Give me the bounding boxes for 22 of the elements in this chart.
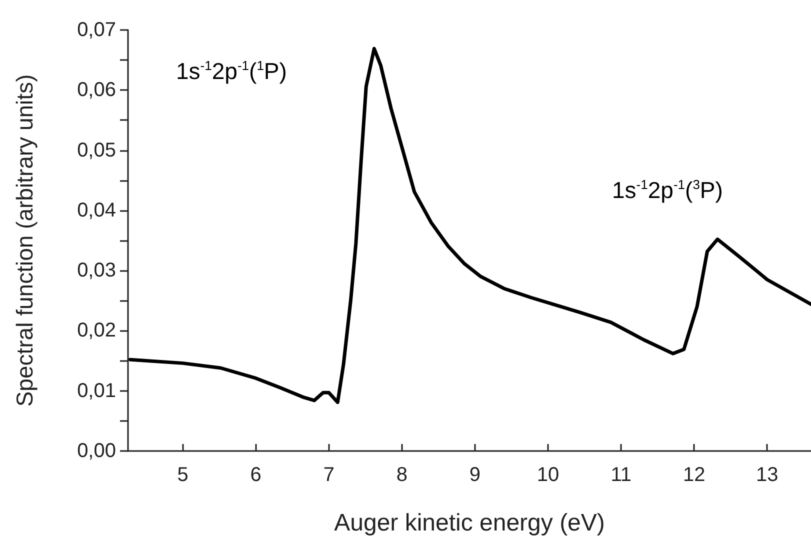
line-series [128, 46, 811, 404]
y-tick-label: 0,01 [77, 380, 116, 402]
y-tick-label: 0,03 [77, 260, 116, 282]
y-tick-label: 0,02 [77, 320, 116, 342]
annotation: 1s$^{-1}$2p$^{-1}$($^{3}$P) [612, 177, 723, 203]
y-tick-label: 0,04 [77, 199, 116, 222]
x-tick-label: 10 [536, 464, 560, 486]
y-axis-title: Spectral function (arbitrary units) [12, 74, 38, 407]
x-tick-label: 12 [683, 464, 706, 486]
y-tick-label: 0,05 [77, 139, 116, 162]
annotation: 1s$^{-1}$2p$^{-1}$($^{1}$P) [176, 58, 287, 84]
x-tick-label: 13 [756, 464, 778, 486]
x-tick-label: 11 [610, 464, 632, 486]
x-tick-label: 7 [323, 464, 334, 486]
y-tick-label: 0,00 [77, 440, 116, 462]
y-tick-label: 0,07 [77, 19, 116, 41]
x-axis-title: Auger kinetic energy (eV) [334, 510, 605, 536]
x-tick-label: 9 [469, 464, 481, 486]
x-tick-label: 8 [396, 464, 408, 486]
x-tick-label: 5 [177, 464, 188, 486]
x-tick-label: 6 [250, 464, 262, 486]
y-tick-label: 0,06 [77, 79, 116, 102]
